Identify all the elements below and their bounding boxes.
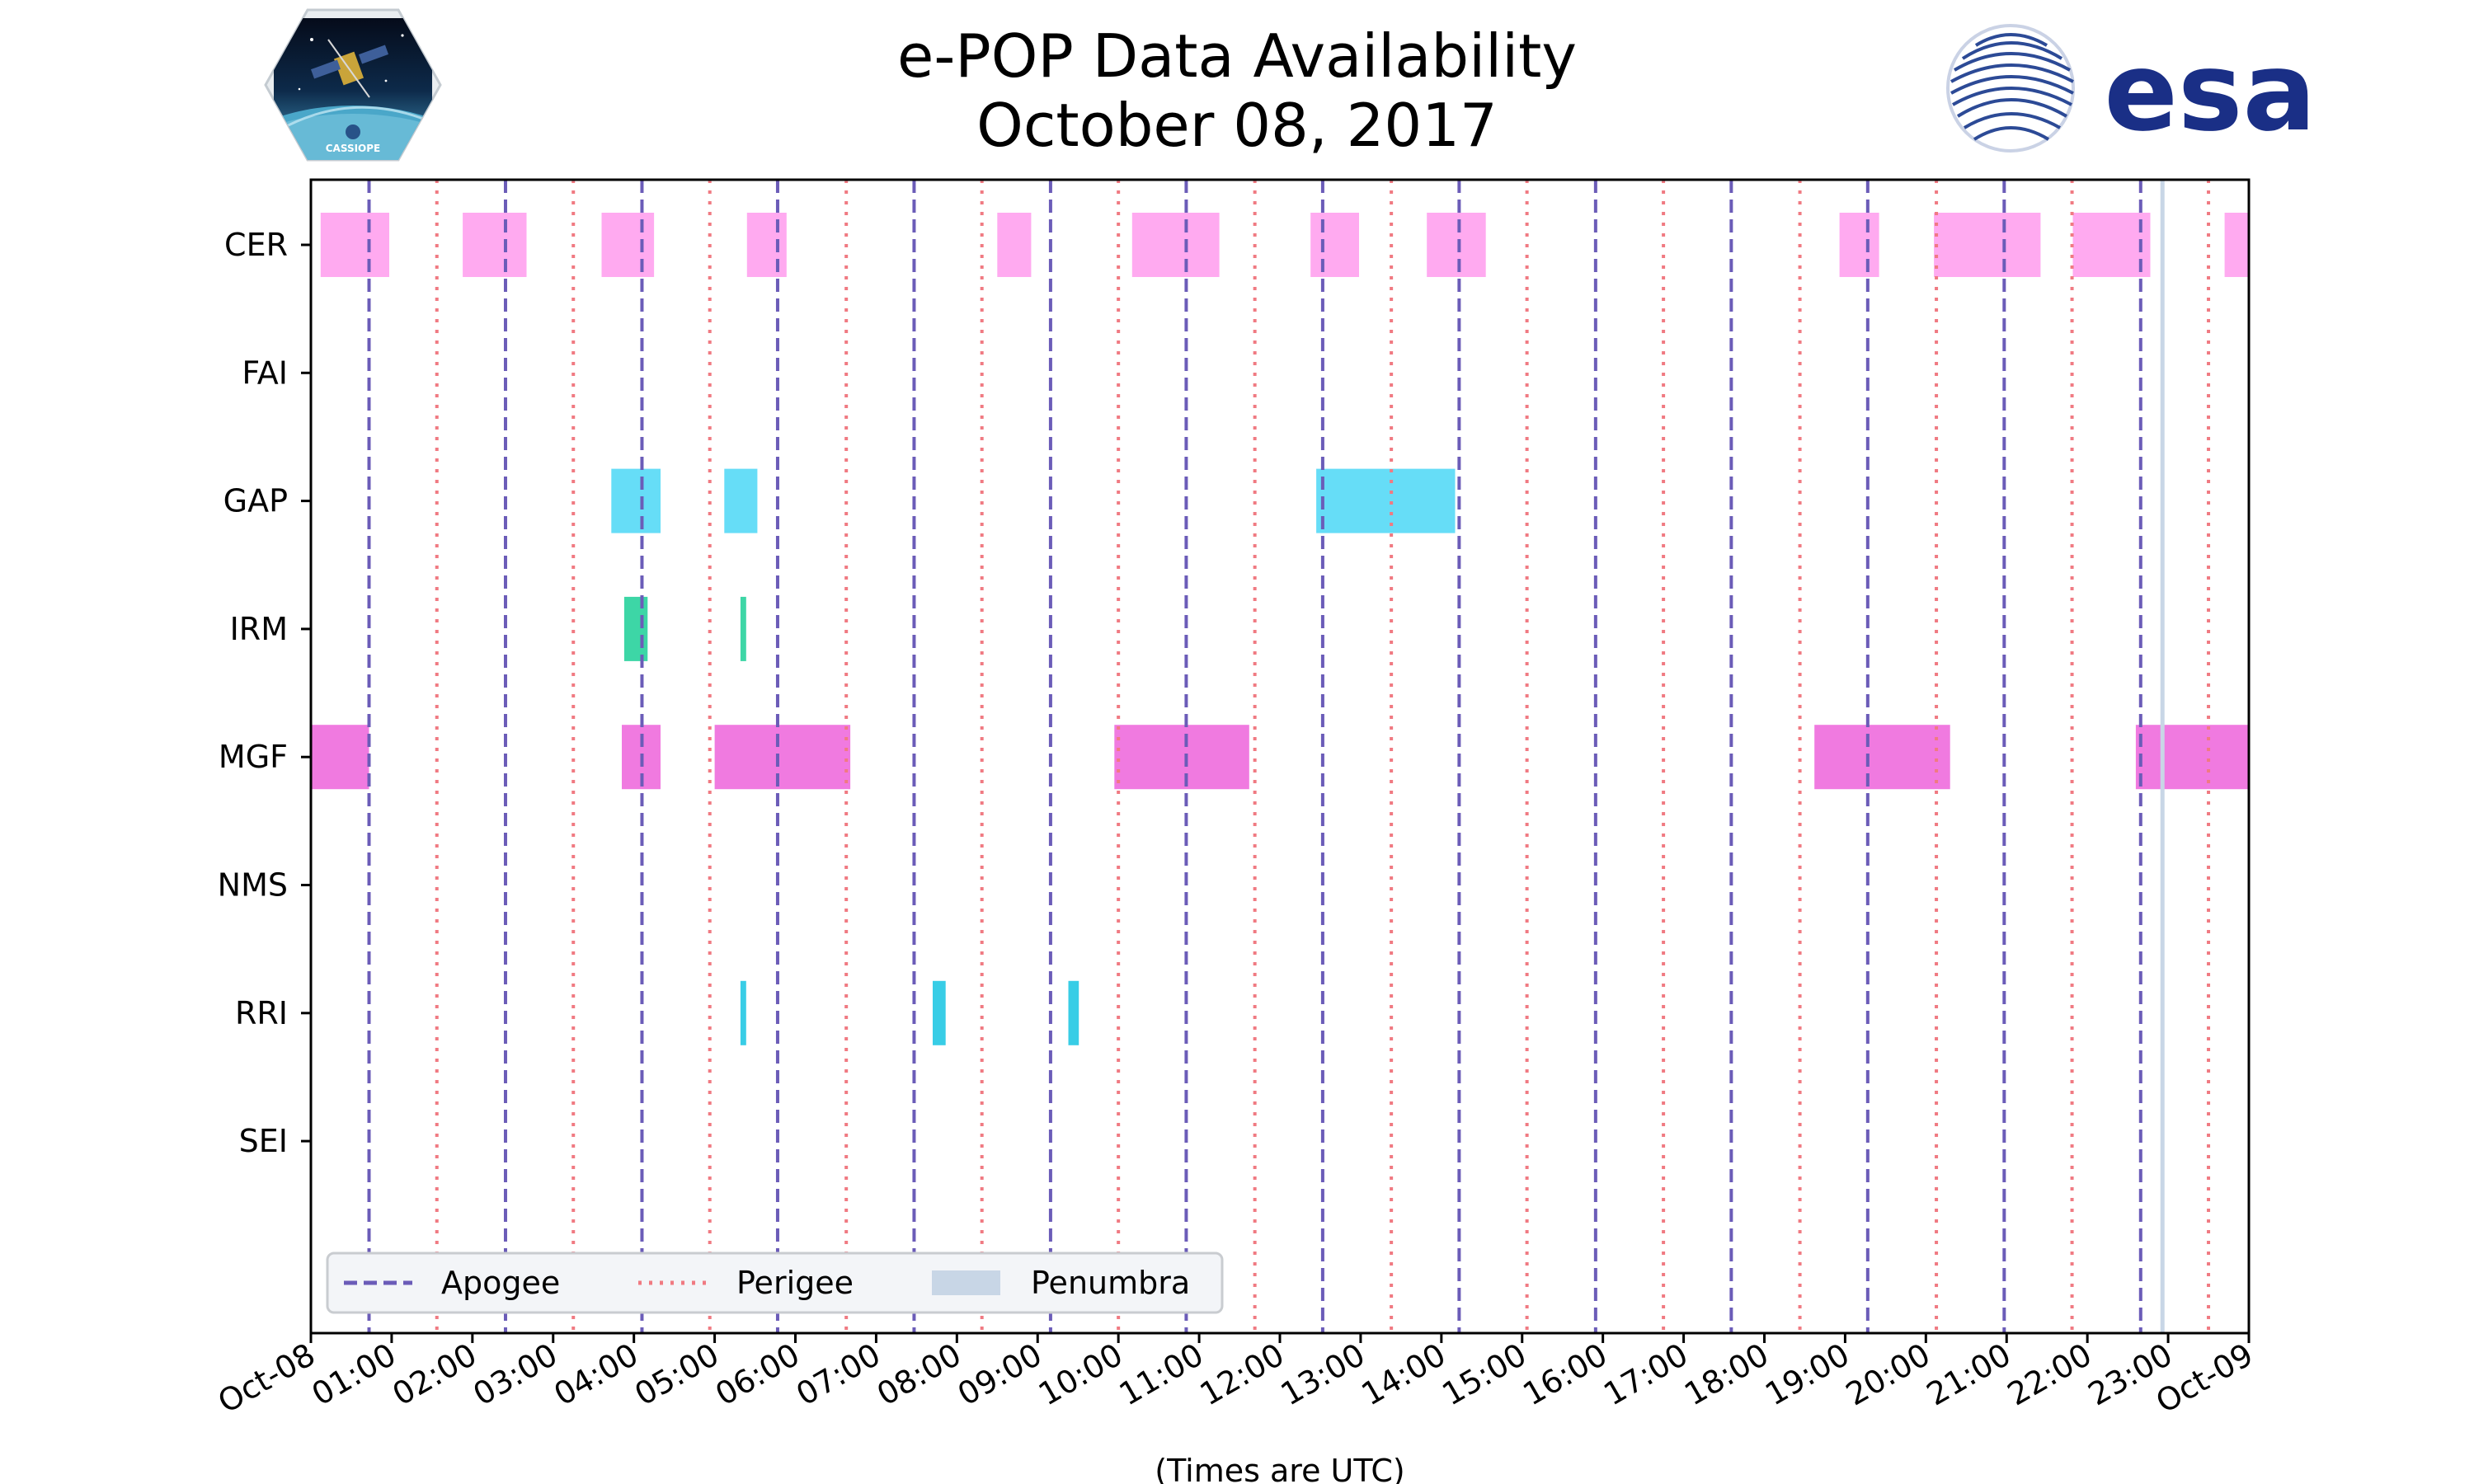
availability-bar-cer-5 bbox=[1131, 213, 1220, 277]
availability-bar-rri-2 bbox=[1068, 980, 1079, 1045]
availability-bar-cer-1 bbox=[463, 213, 527, 277]
x-tick-label-8: 08:00 bbox=[871, 1336, 967, 1413]
availability-bar-irm-1 bbox=[740, 596, 746, 661]
legend-perigee-label: Perigee bbox=[736, 1265, 854, 1301]
x-tick-label-9: 09:00 bbox=[952, 1336, 1048, 1413]
availability-bar-cer-0 bbox=[320, 213, 389, 277]
availability-bar-mgf-2 bbox=[714, 725, 851, 790]
x-tick-label-20: 20:00 bbox=[1840, 1336, 1936, 1413]
y-tick-label-irm: IRM bbox=[230, 611, 288, 647]
availability-bar-cer-6 bbox=[1310, 213, 1359, 277]
x-axis-label: (Times are UTC) bbox=[1155, 1453, 1404, 1484]
chart-subtitle: October 08, 2017 bbox=[976, 91, 1498, 160]
plot-frame bbox=[309, 178, 2251, 1335]
x-tick-label-12: 12:00 bbox=[1194, 1336, 1291, 1413]
x-tick-label-7: 07:00 bbox=[790, 1336, 887, 1413]
availability-bar-gap-2 bbox=[1316, 468, 1456, 533]
x-tick-label-4: 04:00 bbox=[548, 1336, 644, 1413]
x-tick-label-2: 02:00 bbox=[386, 1336, 482, 1413]
x-tick-label-21: 21:00 bbox=[1921, 1336, 2017, 1413]
y-tick-label-cer: CER bbox=[224, 227, 288, 263]
availability-bar-mgf-3 bbox=[1114, 725, 1249, 790]
availability-bar-cer-4 bbox=[997, 213, 1032, 277]
y-tick-label-nms: NMS bbox=[218, 867, 288, 904]
availability-bar-mgf-4 bbox=[1814, 725, 1950, 790]
x-tick-label-15: 15:00 bbox=[1436, 1336, 1532, 1413]
availability-bar-gap-0 bbox=[611, 468, 661, 533]
x-tick-label-18: 18:00 bbox=[1678, 1336, 1775, 1413]
legend-apogee-label: Apogee bbox=[441, 1265, 560, 1301]
y-tick-label-fai: FAI bbox=[242, 355, 288, 391]
availability-bar-cer-10 bbox=[2072, 213, 2151, 277]
x-tick-label-5: 05:00 bbox=[628, 1336, 725, 1413]
availability-bar-cer-3 bbox=[746, 213, 787, 277]
x-tick-label-1: 01:00 bbox=[306, 1336, 402, 1413]
cassiope-logo: CASSIOPE bbox=[264, 8, 442, 162]
availability-bar-rri-0 bbox=[740, 980, 746, 1045]
x-tick-label-16: 16:00 bbox=[1517, 1336, 1613, 1413]
legend-penumbra-label: Penumbra bbox=[1031, 1265, 1190, 1301]
availability-bar-irm-0 bbox=[623, 596, 648, 661]
legend-penumbra-swatch bbox=[932, 1270, 1000, 1295]
x-tick-label-0: Oct-08 bbox=[212, 1336, 322, 1421]
availability-bar-mgf-0 bbox=[311, 725, 369, 790]
x-tick-label-10: 10:00 bbox=[1032, 1336, 1129, 1413]
svg-text:CASSIOPE: CASSIOPE bbox=[326, 143, 381, 154]
x-tick-label-11: 11:00 bbox=[1113, 1336, 1210, 1413]
x-tick-label-3: 03:00 bbox=[467, 1336, 563, 1413]
x-tick-label-17: 17:00 bbox=[1597, 1336, 1694, 1413]
x-tick-label-14: 14:00 bbox=[1355, 1336, 1451, 1413]
esa-logo: esa bbox=[1946, 24, 2309, 156]
y-tick-label-gap: GAP bbox=[223, 483, 288, 519]
x-tick-label-19: 19:00 bbox=[1759, 1336, 1856, 1413]
availability-bar-rri-1 bbox=[933, 980, 946, 1045]
availability-bar-gap-1 bbox=[724, 468, 758, 533]
svg-text:esa: esa bbox=[2104, 29, 2309, 156]
chart-title: e-POP Data Availability bbox=[897, 21, 1577, 91]
availability-bar-mgf-5 bbox=[2135, 725, 2249, 790]
y-tick-label-sei: SEI bbox=[239, 1123, 288, 1159]
x-tick-label-22: 22:00 bbox=[2001, 1336, 2098, 1413]
x-tick-label-6: 06:00 bbox=[709, 1336, 806, 1413]
x-tick-label-13: 13:00 bbox=[1275, 1336, 1371, 1413]
availability-bar-cer-8 bbox=[1839, 213, 1879, 277]
availability-bar-cer-11 bbox=[2224, 213, 2249, 277]
availability-bar-cer-2 bbox=[601, 213, 655, 277]
legend-box bbox=[326, 1252, 1224, 1314]
availability-bar-cer-9 bbox=[1934, 213, 2041, 277]
availability-bar-cer-7 bbox=[1427, 213, 1486, 277]
y-tick-label-mgf: MGF bbox=[219, 739, 288, 775]
y-tick-label-rri: RRI bbox=[235, 995, 288, 1031]
